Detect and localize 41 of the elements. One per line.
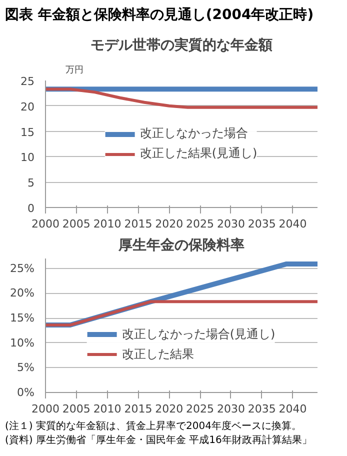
y-tick-label: 5% [17, 361, 34, 374]
chart-title: 図表 年金額と保険料率の見通し(2004年改正時) [5, 6, 314, 25]
legend-label: 改正しなかった場合 [140, 125, 248, 142]
y-tick-label: 25% [10, 262, 35, 275]
y-axis-title: 万円 [66, 66, 84, 76]
x-tick-label: 2035 [248, 402, 276, 416]
y-tick-label: 0 [28, 202, 34, 215]
y-tick-label: 10% [10, 336, 35, 350]
chart-subtitle: モデル世帯の実質的な年金額 [90, 36, 272, 54]
text: (資料) 厚生労働省「厚生年金・国民年金 平成16年財政再計算結果」 [5, 435, 312, 446]
line-series [46, 88, 318, 109]
x-tick-label: 2030 [216, 218, 245, 230]
legend-label: 改正した結果(見通し) [140, 145, 258, 162]
x-tick-label: 2030 [216, 402, 245, 416]
x-tick-label: 2025 [186, 402, 214, 416]
x-tick-label: 2000 [32, 218, 60, 230]
x-tick-label: 2025 [186, 218, 214, 230]
text: (注１) 実質的な年金額は、賃金上昇率で2004年度ベースに換算。 [5, 421, 302, 432]
x-tick-label: 2040 [278, 402, 307, 416]
x-tick-label: 2040 [278, 218, 307, 230]
x-tick-label: 2010 [93, 218, 122, 230]
y-tick-label: 15 [20, 126, 35, 139]
y-tick-label: 25 [20, 75, 35, 88]
chart-title: 厚生年金の保険料率 [118, 236, 244, 254]
y-tick-label: 5 [28, 176, 34, 190]
x-tick-label: 2015 [124, 402, 152, 416]
x-tick-label: 2005 [62, 218, 90, 230]
y-tick-label: 0% [17, 386, 34, 399]
x-tick-label: 2020 [155, 402, 184, 416]
y-tick-label: 10 [20, 151, 35, 164]
x-tick-label: 2035 [248, 218, 276, 230]
x-tick-label: 2005 [62, 402, 90, 416]
y-tick-label: 20% [10, 286, 35, 300]
x-tick-label: 2000 [32, 402, 60, 416]
x-tick-label: 2020 [155, 218, 184, 230]
y-tick-label: 20 [20, 100, 35, 114]
legend-label: 改正した結果 [122, 346, 194, 362]
legend-label: 改正しなかった場合(見通し) [122, 326, 276, 342]
x-tick-label: 2015 [124, 218, 152, 230]
x-tick-label: 2010 [93, 402, 122, 416]
y-tick-label: 15% [10, 312, 35, 325]
